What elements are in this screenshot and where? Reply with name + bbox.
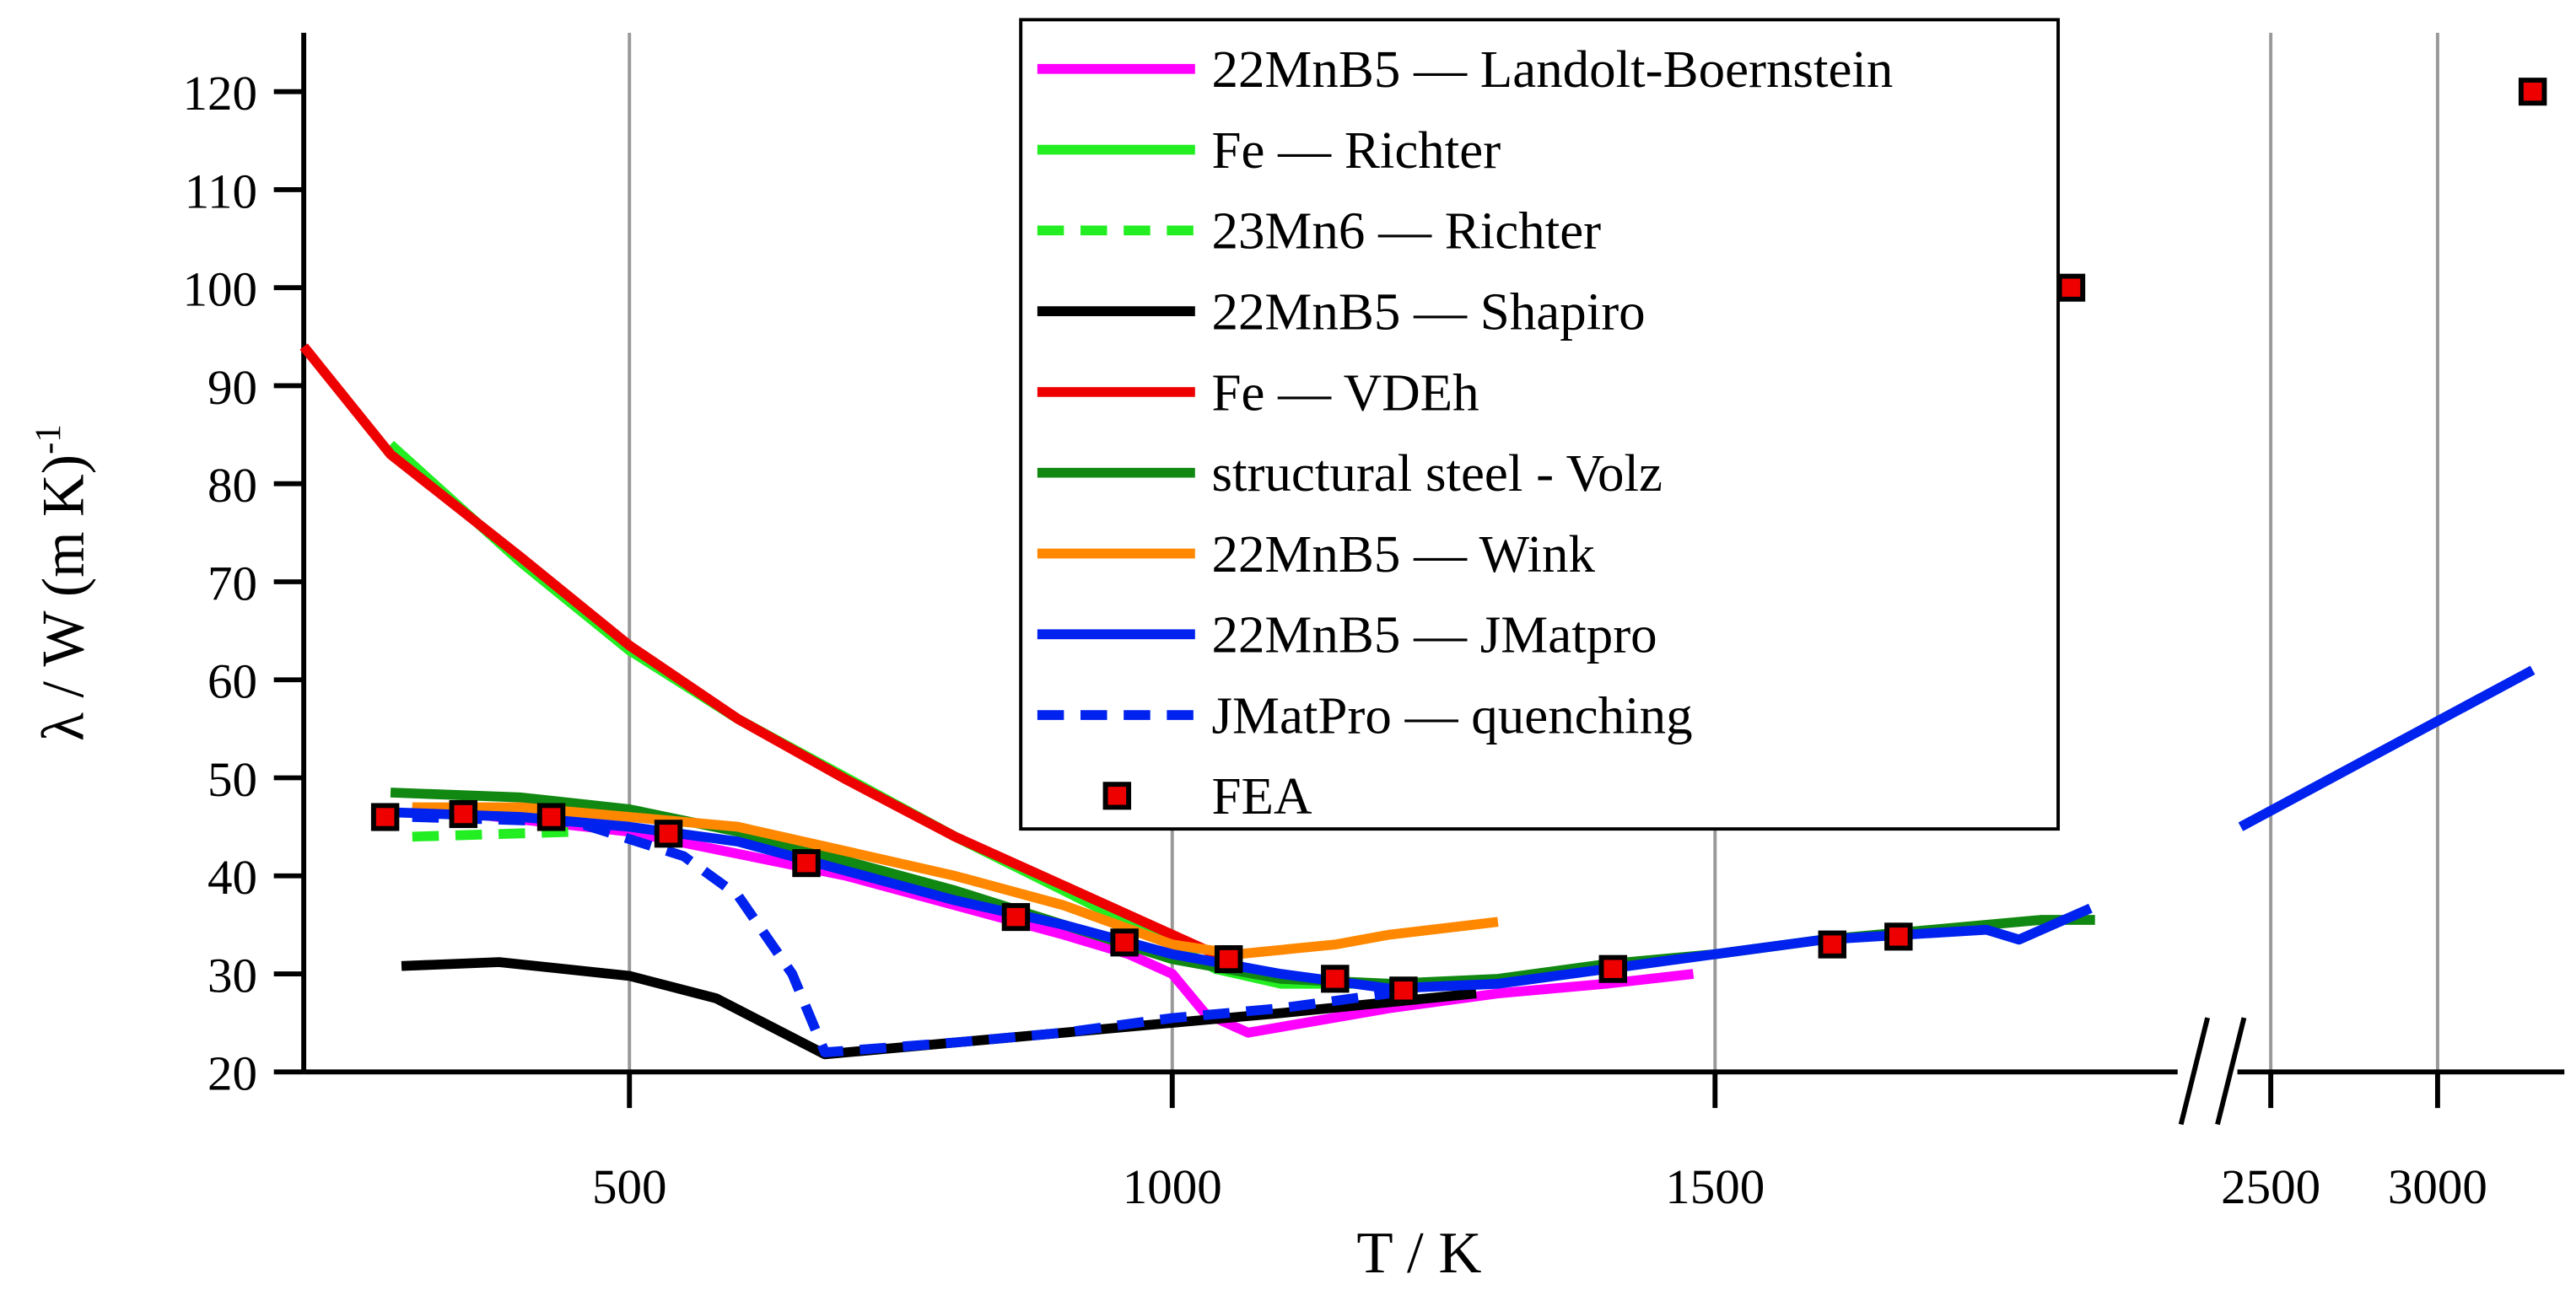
legend: 22MnB5 — Landolt-Boernstein Fe — Richter 2… xyxy=(1019,18,2061,831)
x-tick-label: 500 xyxy=(592,1159,667,1214)
y-tick-label: 70 xyxy=(207,556,257,611)
legend-box xyxy=(1019,18,2061,831)
fea-marker xyxy=(1598,954,1628,983)
fea-marker xyxy=(1001,903,1031,932)
legend-label: 22MnB5 — Landolt-Boernstein xyxy=(1211,40,1893,99)
y-tick-label: 90 xyxy=(207,360,257,415)
series-line xyxy=(299,343,1240,969)
series-line xyxy=(412,802,1499,960)
legend-marker xyxy=(1102,782,1132,810)
y-tick-label: 120 xyxy=(182,66,257,121)
x-tick-label: 3000 xyxy=(2388,1159,2487,1214)
legend-label: 22MnB5 — JMatpro xyxy=(1211,605,1657,664)
axis-break xyxy=(2178,1017,2247,1126)
legend-label: structural steel - Volz xyxy=(1211,444,1662,503)
y-axis-label: λ / W (m K)-1 xyxy=(29,424,97,741)
fea-marker xyxy=(1389,976,1418,1005)
legend-label: Fe — VDEh xyxy=(1211,363,1479,422)
y-tick-label: 80 xyxy=(207,458,257,513)
y-tick-label: 20 xyxy=(207,1046,257,1101)
fea-marker xyxy=(792,849,821,878)
y-tick-label: 50 xyxy=(207,752,257,807)
fea-marker xyxy=(1818,930,1847,959)
legend-label: JMatPro — quenching xyxy=(1211,686,1692,745)
fea-marker xyxy=(1321,965,1350,993)
x-tick-label: 1500 xyxy=(1665,1159,1765,1214)
legend-label: 23Mn6 — Richter xyxy=(1211,202,1601,261)
y-tick-label: 40 xyxy=(207,850,257,905)
y-axis-label-sup: -1 xyxy=(29,424,68,454)
y-tick-label: 60 xyxy=(207,654,257,709)
series-line xyxy=(390,665,2536,994)
fea-marker xyxy=(1110,928,1139,957)
fea-marker xyxy=(449,799,478,829)
legend-label: FEA xyxy=(1211,767,1312,826)
x-tick-label: 1000 xyxy=(1123,1159,1222,1214)
fea-marker xyxy=(536,803,566,831)
series-line xyxy=(412,812,1391,1057)
fea-marker xyxy=(654,820,683,848)
legend-label: 22MnB5 — Wink xyxy=(1211,524,1595,583)
legend-label: 22MnB5 — Shapiro xyxy=(1211,282,1645,341)
y-tick-label: 100 xyxy=(182,262,257,317)
fea-marker xyxy=(2518,78,2547,106)
series-line xyxy=(412,826,576,842)
legend-label: Fe — Richter xyxy=(1211,121,1501,180)
y-axis-label-main: λ / W (m K) xyxy=(30,454,96,741)
x-tick-label: 2500 xyxy=(2221,1159,2320,1214)
y-tick-label: 110 xyxy=(185,164,257,219)
fea-marker xyxy=(1884,922,1913,951)
x-axis-label: T / K xyxy=(1356,1220,1481,1286)
fea-marker xyxy=(2056,273,2086,302)
fea-marker xyxy=(1214,945,1243,974)
fea-marker xyxy=(370,803,400,831)
y-tick-label: 30 xyxy=(207,949,257,1003)
